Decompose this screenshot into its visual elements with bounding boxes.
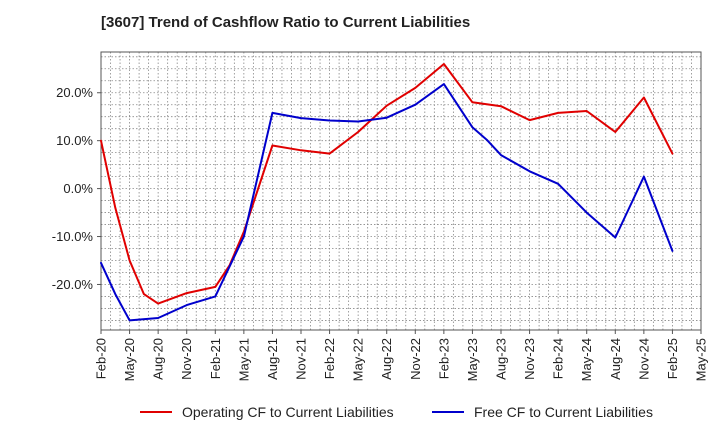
- x-tick-label: May-23: [465, 338, 480, 381]
- x-tick-label: Feb-23: [436, 338, 451, 379]
- legend-swatch-operating: [140, 411, 172, 413]
- x-tick-label: Feb-25: [665, 338, 680, 379]
- legend-operating-cf: Operating CF to Current Liabilities: [140, 404, 394, 420]
- series-line-operating-cf: [100, 63, 674, 305]
- plot-frame: [100, 51, 702, 331]
- y-tick-label: -20.0%: [52, 277, 94, 292]
- x-tick-label: Feb-21: [208, 338, 223, 379]
- x-tick-label: Nov-20: [179, 338, 194, 380]
- y-axis: -20.0% -10.0% 0.0% 10.0% 20.0%: [52, 85, 101, 292]
- x-tick-label: Feb-20: [94, 338, 109, 379]
- y-tick-label: 10.0%: [56, 133, 93, 148]
- legend-label-operating: Operating CF to Current Liabilities: [182, 404, 394, 420]
- x-tick-label: Aug-20: [151, 338, 166, 380]
- legend-swatch-free: [432, 411, 464, 413]
- x-tick-label: Feb-22: [322, 338, 337, 379]
- x-tick-label: May-20: [122, 338, 137, 381]
- x-axis: Feb-20 May-20 Aug-20 Nov-20 Feb-21 May-21 Aug-…: [94, 330, 709, 381]
- x-tick-label: May-25: [694, 338, 709, 381]
- series-layer: [100, 63, 674, 322]
- x-tick-label: May-24: [579, 338, 594, 381]
- x-tick-label: May-21: [236, 338, 251, 381]
- series-line-free-cf: [100, 83, 674, 322]
- x-tick-label: Nov-21: [294, 338, 309, 380]
- x-tick-label: Nov-22: [408, 338, 423, 380]
- x-tick-label: Aug-23: [494, 338, 509, 380]
- x-tick-label: Aug-22: [379, 338, 394, 380]
- x-tick-label: Nov-24: [636, 338, 651, 380]
- legend-label-free: Free CF to Current Liabilities: [474, 404, 653, 420]
- grid-layer: [101, 52, 701, 330]
- x-tick-label: Feb-24: [551, 338, 566, 379]
- x-tick-label: Nov-23: [522, 338, 537, 380]
- y-tick-label: -10.0%: [52, 229, 94, 244]
- x-tick-label: May-22: [351, 338, 366, 381]
- y-tick-label: 0.0%: [63, 181, 93, 196]
- x-tick-label: Aug-21: [265, 338, 280, 380]
- chart-title: [3607] Trend of Cashflow Ratio to Curren…: [101, 14, 471, 31]
- legend-free-cf: Free CF to Current Liabilities: [432, 404, 653, 420]
- y-tick-label: 20.0%: [56, 85, 93, 100]
- x-tick-label: Aug-24: [608, 338, 623, 380]
